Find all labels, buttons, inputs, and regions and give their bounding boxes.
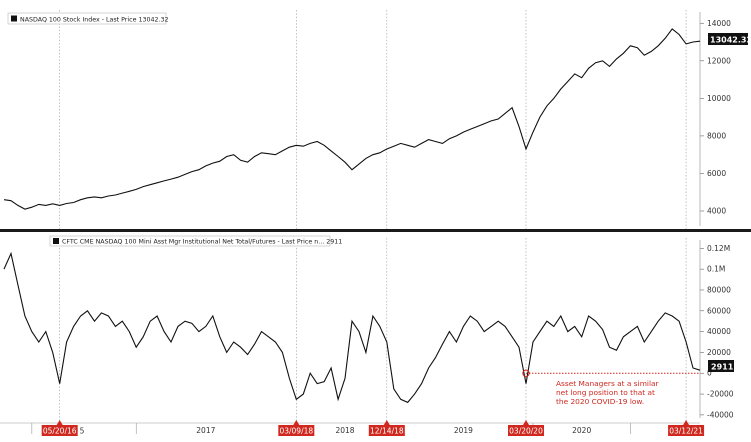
- top-legend-box: [7, 12, 167, 25]
- annotation-marker: [522, 369, 530, 377]
- top-legend-swatch: [11, 15, 17, 22]
- cftc-positions-line: [3, 251, 701, 404]
- bottom-dashed-lines: [59, 238, 687, 422]
- bottom-last-value-tag: 2911: [708, 360, 734, 372]
- y-tick-label: 20000: [707, 348, 731, 357]
- y-tick-label: -20000: [707, 390, 734, 399]
- bottom-legend-box: [49, 235, 331, 247]
- top-y-axis: 14000 12000 10000 8000 6000 4000: [699, 12, 731, 226]
- date-tag-box: [41, 425, 78, 436]
- panel-bottom: 0.12M 0.1M 80000 60000 40000 20000 0 -20000 -400…: [3, 235, 734, 422]
- y-tick-label: 4000: [707, 206, 726, 215]
- date-tag-label: 03/12/21: [669, 427, 703, 436]
- top-legend: NASDAQ 100 Stock Index - Last Price 1304…: [7, 12, 169, 25]
- date-tag-box: [508, 425, 544, 436]
- x-year-label: 2018: [335, 426, 354, 435]
- top-last-value-tag: 13042.32: [708, 33, 751, 45]
- annotation-line-2: net long position to that at: [556, 388, 655, 397]
- panel-top: 14000 12000 10000 8000 6000 4000 NASDAQ 100 S…: [3, 10, 751, 230]
- y-tick-label: 40000: [707, 327, 731, 336]
- annotation-line-1: Asset Managers at a similar: [556, 379, 660, 388]
- top-last-value-box: [708, 33, 748, 45]
- y-tick-label: 0: [707, 369, 712, 378]
- bottom-last-value-text: 2911: [711, 363, 734, 372]
- x-axis: 2017 2018 2019 2020 05/20/16 03/09/18 12/14/1…: [0, 420, 705, 436]
- bottom-last-value-box: [708, 360, 734, 372]
- panel-divider: [0, 229, 751, 232]
- x-year-label-partial: 5: [80, 427, 85, 436]
- date-tag-label: 12/14/18: [370, 427, 404, 436]
- date-tag-box: [668, 425, 705, 436]
- y-tick-label: 80000: [707, 285, 731, 294]
- bottom-legend-label: CFTC CME NASDAQ 100 Mini Asst Mgr Instit…: [62, 239, 342, 246]
- nasdaq-price-line: [3, 28, 701, 210]
- y-tick-label: 10000: [707, 94, 731, 103]
- y-tick-label: 0.1M: [707, 265, 725, 274]
- top-legend-label: NASDAQ 100 Stock Index - Last Price 1304…: [20, 17, 169, 24]
- date-tag-pointer: [523, 420, 529, 425]
- y-tick-label: 14000: [707, 19, 731, 28]
- date-tag-box: [368, 425, 405, 436]
- date-tag-pointer: [56, 420, 63, 425]
- x-year-label: 2020: [572, 426, 591, 435]
- top-dashed-lines: [59, 10, 687, 230]
- top-last-value-text: 13042.32: [710, 36, 751, 45]
- y-tick-label: 6000: [707, 169, 726, 178]
- date-tag-box: [278, 425, 315, 436]
- annotation-text: Asset Managers at a similar net long pos…: [556, 379, 660, 406]
- y-tick-label: 12000: [707, 56, 731, 65]
- date-tag-label: 05/20/16: [43, 427, 77, 436]
- y-tick-label: 8000: [707, 131, 726, 140]
- date-tag-label: 03/09/18: [279, 427, 313, 436]
- date-tag-pointer: [383, 420, 390, 425]
- annotation-line-3: the 2020 COVID-19 low.: [556, 397, 644, 406]
- date-tag-label: 03/20/20: [509, 427, 543, 436]
- y-tick-label: -40000: [707, 410, 734, 419]
- x-year-label: 2019: [454, 426, 473, 435]
- bottom-legend-swatch: [53, 238, 59, 244]
- x-year-label: 2017: [196, 426, 215, 435]
- bottom-legend: CFTC CME NASDAQ 100 Mini Asst Mgr Instit…: [49, 235, 342, 247]
- x-year-labels: 2017 2018 2019 2020: [196, 426, 591, 435]
- date-tag-pointer: [683, 420, 690, 425]
- y-tick-label: 60000: [707, 306, 731, 315]
- y-tick-label: 0.12M: [707, 244, 730, 253]
- date-tag-pointer: [293, 420, 300, 425]
- x-date-tags: 05/20/16 03/09/18 12/14/18 03/20/20 03/12/21…: [41, 420, 705, 436]
- bottom-y-axis: 0.12M 0.1M 80000 60000 40000 20000 0 -20000 -400…: [699, 240, 734, 419]
